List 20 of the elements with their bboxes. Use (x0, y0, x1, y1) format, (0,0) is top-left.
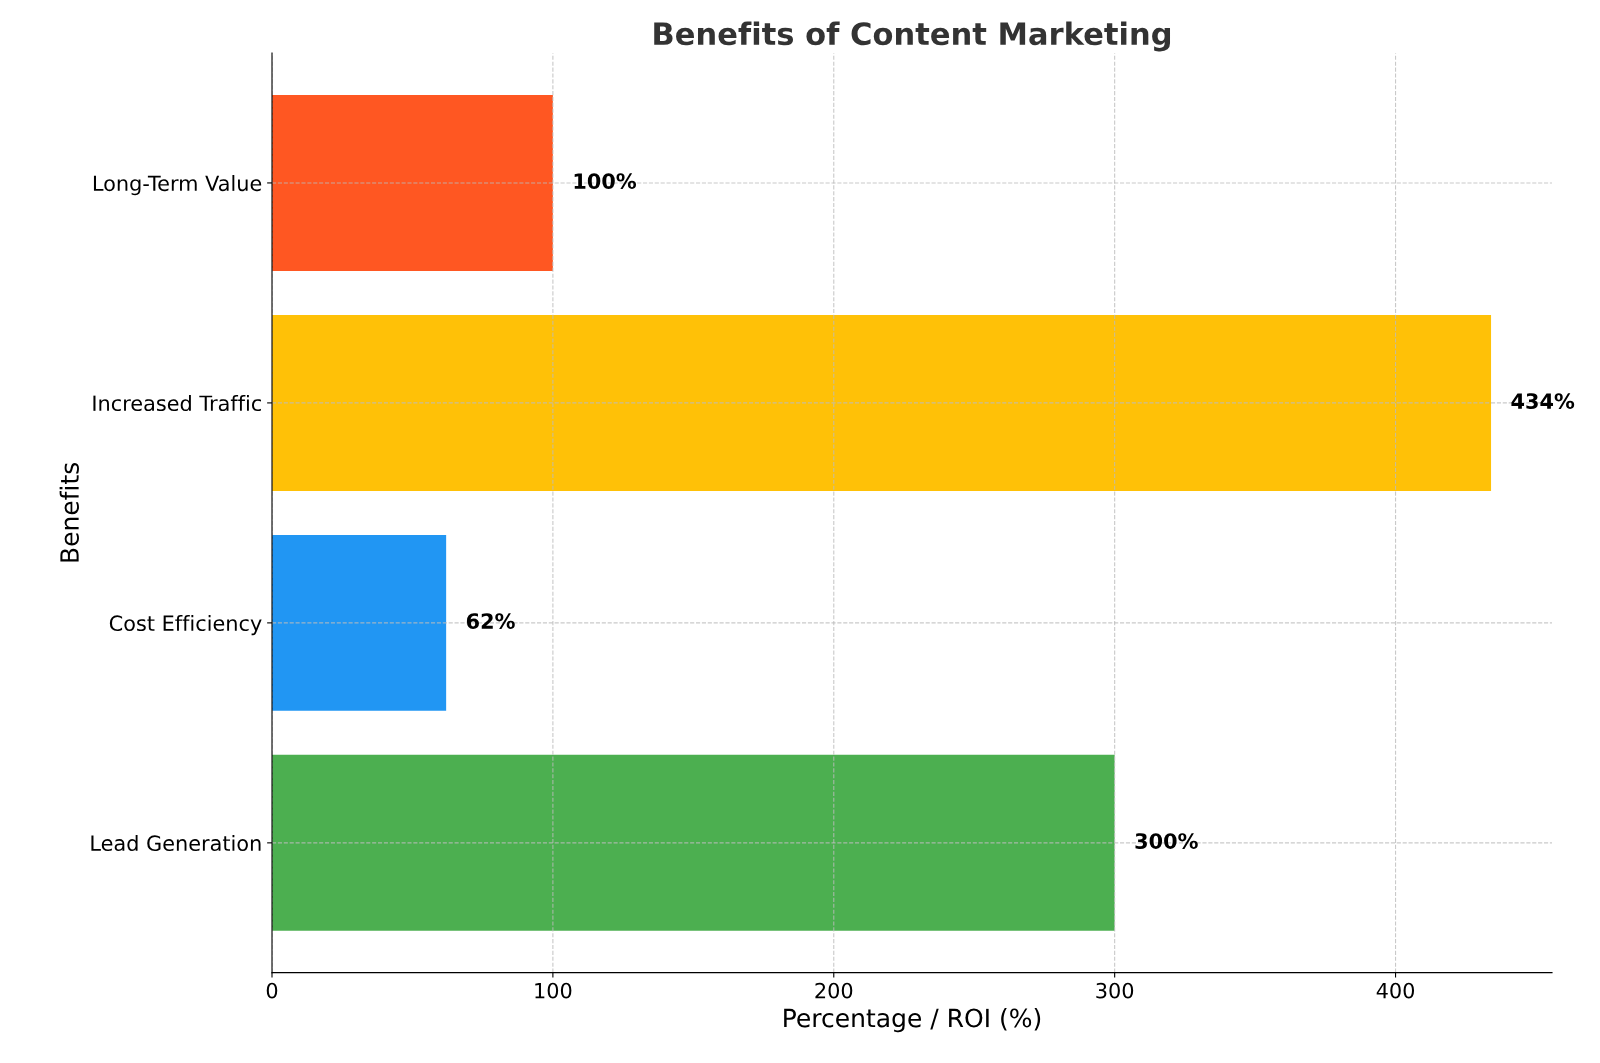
bar (272, 754, 1115, 931)
x-axis-title: Percentage / ROI (%) (784, 1008, 1041, 1033)
y-axis-title: Benefits (59, 462, 79, 562)
x-tick-label: 400 (1376, 982, 1415, 999)
data-label: 300% (1135, 833, 1198, 849)
y-tick-label: Long-Term Value (93, 175, 262, 196)
x-tick-label: 100 (535, 982, 572, 999)
data-label: 434% (1511, 393, 1575, 409)
y-tick-label: Lead Generation (91, 834, 261, 852)
bar (272, 314, 1492, 491)
data-label: 62% (466, 613, 515, 629)
x-tick-label: 0 (266, 982, 278, 999)
x-tick-label: 200 (815, 982, 853, 999)
y-tick-label: Cost Efficiency (109, 614, 262, 636)
chart-title: Benefits of Content Marketing (654, 21, 1171, 52)
bar (272, 534, 447, 711)
bar (272, 94, 553, 271)
x-tick-label: 300 (1096, 982, 1134, 999)
data-label: 100% (574, 173, 637, 189)
y-tick-label: Increased Traffic (93, 395, 261, 412)
